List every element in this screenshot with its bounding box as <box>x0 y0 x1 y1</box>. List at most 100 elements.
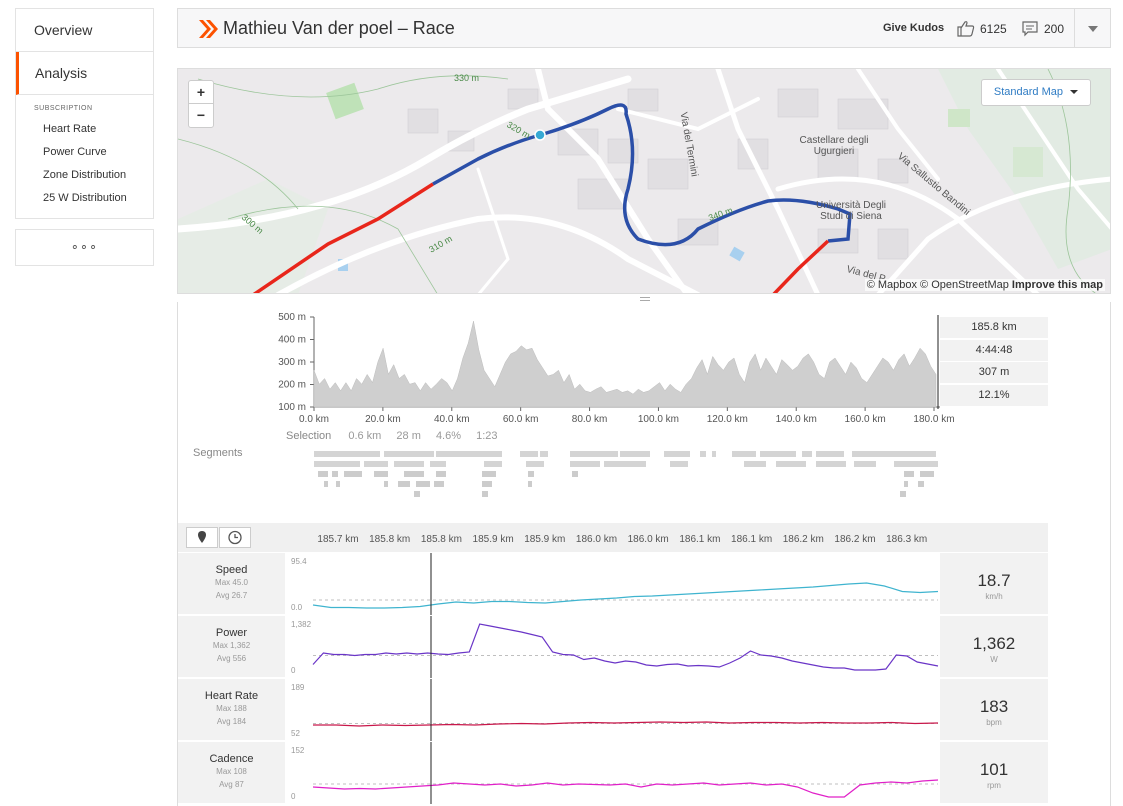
segment-bar[interactable] <box>744 461 766 467</box>
segment-bar[interactable] <box>394 461 424 467</box>
improve-map-link[interactable]: Improve this map <box>1011 279 1103 291</box>
segment-bar[interactable] <box>712 451 716 457</box>
elevation-chart[interactable]: 500 m 400 m 300 m 200 m 100 m0.0 km 20.0 km 40… <box>178 302 1048 427</box>
sidebar-item-zone-distribution[interactable]: Zone Distribution <box>43 169 127 181</box>
segment-bar[interactable] <box>404 471 424 477</box>
time-mode-button[interactable] <box>219 527 251 548</box>
sidebar-nav: Overview Analysis SUBSCRIPTION Heart Rat… <box>15 8 154 219</box>
segment-bar[interactable] <box>430 461 446 467</box>
segment-bar[interactable] <box>904 481 908 487</box>
segments-track[interactable] <box>314 449 940 501</box>
segment-bar[interactable] <box>570 461 600 467</box>
segment-bar[interactable] <box>482 481 492 487</box>
segment-bar[interactable] <box>398 481 410 487</box>
map-resize-handle[interactable] <box>640 297 650 301</box>
segment-bar[interactable] <box>760 451 796 457</box>
segment-bar[interactable] <box>918 481 924 487</box>
kudos-count[interactable]: 6125 <box>980 22 1007 36</box>
give-kudos-button[interactable]: Give Kudos <box>883 22 945 34</box>
route-map[interactable]: Castellare degli Ugurgieri Università De… <box>177 68 1111 294</box>
sidebar-item-heart-rate[interactable]: Heart Rate <box>43 123 97 135</box>
selection-label: Selection <box>286 430 332 442</box>
metric-axis-min: 52 <box>291 729 300 738</box>
segment-bar[interactable] <box>384 451 434 457</box>
segment-bar[interactable] <box>802 451 812 457</box>
zoom-axis-tick: 185.9 km <box>524 534 565 545</box>
segment-bar[interactable] <box>374 471 388 477</box>
segment-bar[interactable] <box>324 481 328 487</box>
segment-bar[interactable] <box>664 451 690 457</box>
segment-bar[interactable] <box>520 451 538 457</box>
sidebar-item-analysis[interactable]: Analysis <box>16 52 153 95</box>
segment-bar[interactable] <box>816 451 844 457</box>
more-button[interactable]: ∘∘∘ <box>15 229 154 266</box>
segment-bar[interactable] <box>604 461 646 467</box>
segment-bar[interactable] <box>482 491 488 497</box>
metric-series-line <box>312 779 939 798</box>
segment-bar[interactable] <box>434 481 444 487</box>
segment-bar[interactable] <box>904 471 914 477</box>
attribution-text[interactable]: © Mapbox © OpenStreetMap <box>866 279 1009 291</box>
segment-bar[interactable] <box>670 461 688 467</box>
segment-bar[interactable] <box>816 461 846 467</box>
sidebar-item-overview[interactable]: Overview <box>16 9 153 52</box>
comment-icon[interactable] <box>1022 21 1038 42</box>
segment-bar[interactable] <box>436 451 502 457</box>
metric-row-power[interactable]: Power Max 1,362 Avg 556 1,382 0 1,362 W <box>178 616 1048 678</box>
selection-distance: 0.6 km <box>348 430 382 442</box>
segment-bar[interactable] <box>414 491 420 497</box>
actions-dropdown-button[interactable] <box>1074 9 1111 47</box>
segment-bar[interactable] <box>364 461 388 467</box>
zoom-axis-tick: 186.3 km <box>886 534 927 545</box>
segment-bar[interactable] <box>776 461 806 467</box>
zoom-in-button[interactable]: + <box>189 81 213 104</box>
metric-row-cadence[interactable]: Cadence Max 108 Avg 87 152 0 101 rpm <box>178 742 1048 804</box>
segment-bar[interactable] <box>528 481 532 487</box>
segment-bar[interactable] <box>344 471 362 477</box>
segment-bar[interactable] <box>620 451 650 457</box>
segment-bar[interactable] <box>854 461 876 467</box>
stat-time: 4:44:48 <box>940 340 1048 361</box>
elevation-y-tick: 200 m <box>278 380 306 391</box>
segment-bar[interactable] <box>314 451 380 457</box>
segment-bar[interactable] <box>314 461 360 467</box>
segment-bar[interactable] <box>700 451 706 457</box>
metric-row-heart-rate[interactable]: Heart Rate Max 188 Avg 184 189 52 183 bp… <box>178 679 1048 741</box>
segment-bar[interactable] <box>894 461 938 467</box>
segment-bar[interactable] <box>318 471 328 477</box>
metric-stream-chart[interactable] <box>286 616 940 678</box>
segment-bar[interactable] <box>332 471 338 477</box>
segment-bar[interactable] <box>920 471 934 477</box>
thumbs-up-icon[interactable] <box>957 20 975 42</box>
segment-bar[interactable] <box>572 471 578 477</box>
segment-bar[interactable] <box>384 481 388 487</box>
zoom-out-button[interactable]: − <box>196 107 206 123</box>
segment-bar[interactable] <box>540 451 548 457</box>
segment-bar[interactable] <box>528 471 534 477</box>
segment-bar[interactable] <box>526 461 544 467</box>
elevation-profile-area[interactable] <box>313 321 937 408</box>
sidebar-item-power-curve[interactable]: Power Curve <box>43 146 107 158</box>
segment-bar[interactable] <box>852 451 936 457</box>
comment-count[interactable]: 200 <box>1044 22 1065 36</box>
segment-bar[interactable] <box>336 481 340 487</box>
segment-bar[interactable] <box>570 451 618 457</box>
segment-bar[interactable] <box>416 481 430 487</box>
metric-value: 1,362 <box>972 634 1016 653</box>
metric-avg: Avg 184 <box>216 717 247 726</box>
metric-stream-chart[interactable] <box>286 742 940 804</box>
segment-bar[interactable] <box>436 471 446 477</box>
metric-stream-chart[interactable] <box>286 679 940 741</box>
map-type-dropdown[interactable]: Standard Map <box>980 79 1091 106</box>
metric-row-speed[interactable]: Speed Max 45.0 Avg 26.7 95.4 0.0 18.7 km… <box>178 553 1048 615</box>
metric-stream-chart[interactable] <box>286 553 940 615</box>
metric-series-line <box>312 582 939 609</box>
metric-unit: bpm <box>986 718 1002 727</box>
segment-bar[interactable] <box>732 451 756 457</box>
segment-bar[interactable] <box>484 461 502 467</box>
segment-bar[interactable] <box>900 491 906 497</box>
stream-toolbar: 185.7 km 185.8 km 185.8 km 185.9 km 185.9 km… <box>178 523 1048 552</box>
distance-mode-button[interactable] <box>186 527 218 548</box>
sidebar-item-25w-distribution[interactable]: 25 W Distribution <box>43 192 127 204</box>
segment-bar[interactable] <box>482 471 496 477</box>
